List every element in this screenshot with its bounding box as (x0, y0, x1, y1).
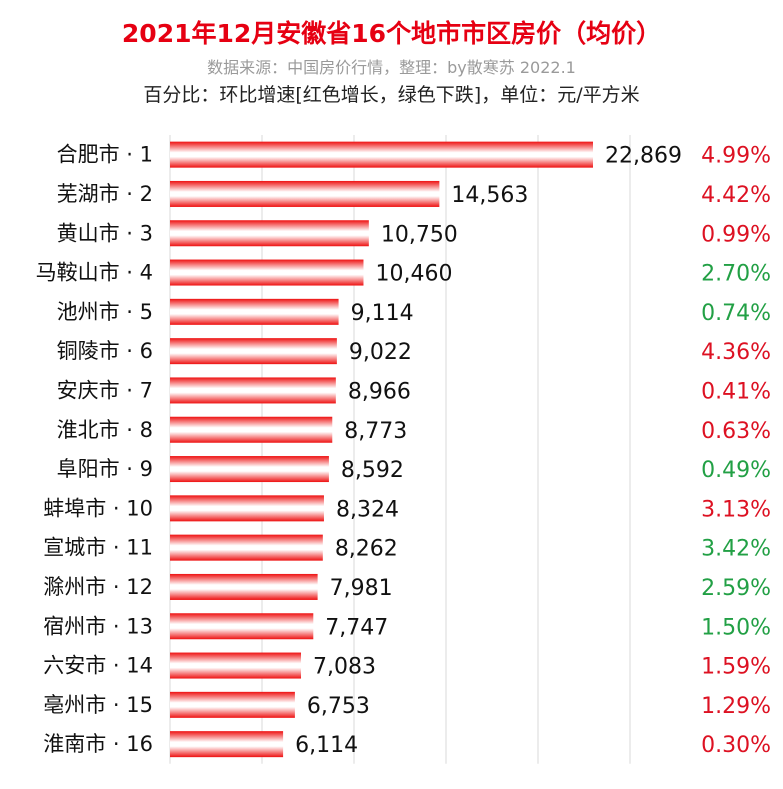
category-label: 滁州市 · 12 (43, 575, 153, 599)
category-label: 亳州市 · 15 (43, 693, 153, 717)
mom-change-label: 0.74% (701, 301, 771, 326)
mom-change-label: 1.29% (701, 694, 771, 719)
value-label: 8,262 (335, 537, 398, 562)
mom-change-label: 3.13% (701, 497, 771, 522)
chart-title: 2021年12月安徽省16个地市市区房价（均价） (121, 19, 662, 48)
category-label: 淮北市 · 8 (57, 418, 153, 442)
value-label: 10,750 (381, 222, 458, 247)
category-label: 淮南市 · 16 (43, 732, 153, 756)
value-label: 6,114 (295, 733, 358, 758)
bar (170, 691, 295, 718)
mom-change-label: 0.41% (701, 379, 771, 404)
bar (170, 731, 284, 758)
bar (170, 534, 323, 561)
mom-change-label: 4.42% (701, 183, 771, 208)
bar (170, 141, 593, 168)
category-label: 安庆市 · 7 (57, 378, 153, 402)
category-label: 黄山市 · 3 (57, 221, 153, 245)
mom-change-label: 4.99% (701, 144, 771, 169)
value-label: 6,753 (307, 694, 370, 719)
category-label: 阜阳市 · 9 (57, 457, 153, 481)
mom-change-label: 2.59% (701, 576, 771, 601)
value-label: 7,981 (330, 576, 393, 601)
bar (170, 180, 440, 207)
bar (170, 220, 369, 247)
bar (170, 613, 314, 640)
category-label: 马鞍山市 · 4 (36, 261, 153, 285)
mom-change-label: 3.42% (701, 537, 771, 562)
mom-change-label: 0.99% (701, 222, 771, 247)
category-label: 合肥市 · 1 (57, 143, 153, 167)
value-label: 8,592 (341, 458, 404, 483)
mom-change-label: 1.59% (701, 655, 771, 680)
bar (170, 338, 337, 365)
value-label: 8,324 (336, 497, 399, 522)
category-label: 芜湖市 · 2 (57, 182, 153, 206)
bar (170, 495, 324, 522)
category-label: 宣城市 · 11 (43, 536, 153, 560)
category-label: 六安市 · 14 (43, 654, 153, 678)
chart-note: 百分比：环比增速[红色增长，绿色下跌]，单位：元/平方米 (143, 84, 640, 106)
category-label: 池州市 · 5 (57, 300, 153, 324)
bar (170, 652, 302, 679)
mom-change-label: 2.70% (701, 262, 771, 287)
value-label: 22,869 (605, 144, 682, 169)
mom-change-label: 4.36% (701, 340, 771, 365)
value-label: 8,773 (344, 419, 407, 444)
bar (170, 573, 318, 600)
bar (170, 259, 364, 286)
category-label: 宿州市 · 13 (43, 614, 153, 638)
bar (170, 377, 336, 404)
category-label: 蚌埠市 · 10 (43, 496, 153, 520)
bar (170, 456, 329, 483)
value-label: 8,966 (348, 379, 411, 404)
value-label: 14,563 (451, 183, 528, 208)
category-label: 铜陵市 · 6 (57, 339, 153, 363)
value-label: 10,460 (375, 262, 452, 287)
mom-change-label: 0.49% (701, 458, 771, 483)
bar (170, 416, 333, 443)
value-label: 9,114 (351, 301, 414, 326)
value-label: 7,747 (325, 615, 388, 640)
value-label: 7,083 (313, 655, 376, 680)
value-label: 9,022 (349, 340, 412, 365)
mom-change-label: 0.63% (701, 419, 771, 444)
mom-change-label: 1.50% (701, 615, 771, 640)
mom-change-label: 0.30% (701, 733, 771, 758)
bar (170, 298, 339, 325)
chart-subtitle: 数据来源：中国房价行情，整理：by散寒苏 2022.1 (207, 58, 576, 77)
